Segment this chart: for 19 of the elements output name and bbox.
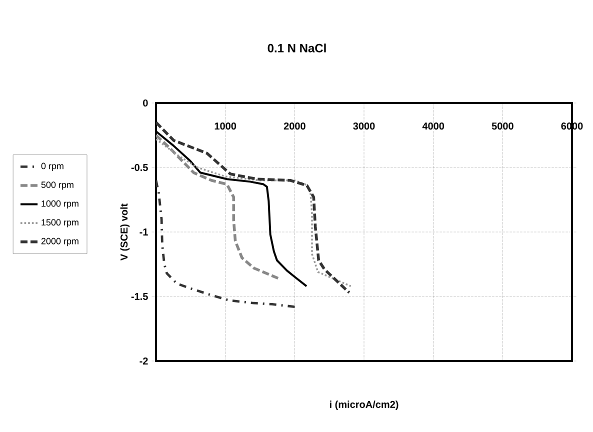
x-tick-label: 1000 (214, 122, 236, 130)
x-tick-label: 2000 (284, 122, 306, 130)
legend-label: 1000 rpm (42, 200, 78, 209)
x-tick-label: 4000 (422, 122, 444, 130)
legend-label: 1500 rpm (42, 219, 78, 228)
legend-label: 0 rpm (41, 162, 64, 171)
y-tick-label: -2 (140, 358, 148, 364)
x-tick-label: 5000 (492, 122, 514, 130)
legend-label: 2000 rpm (41, 238, 78, 246)
y-axis-title: V (SCE) volt (120, 204, 130, 261)
x-tick-label: 3000 (353, 122, 375, 130)
y-tick-label: -1 (140, 228, 148, 236)
legend-label: 500 rpm (41, 182, 74, 190)
y-tick-label: -0.5 (131, 164, 148, 172)
chart-title: 0.1 N NaCl (268, 44, 326, 52)
x-axis-title: i (microA/cm2) (330, 400, 398, 410)
y-tick-label: 0 (143, 99, 148, 107)
y-tick-label: -1.5 (131, 293, 148, 300)
line-series (156, 179, 296, 308)
